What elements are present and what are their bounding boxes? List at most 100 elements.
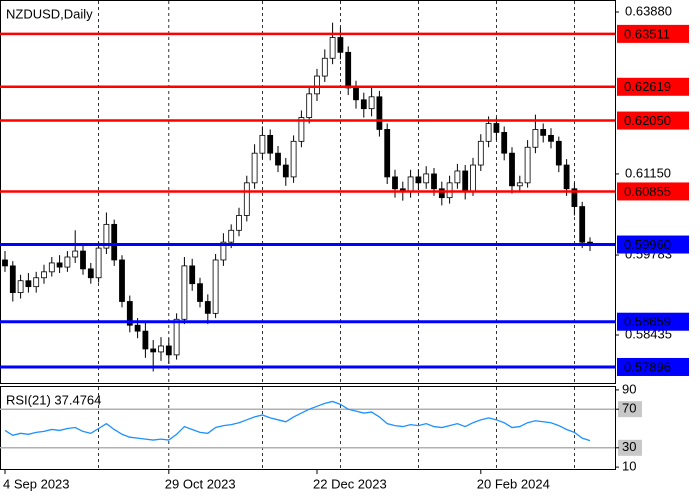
level-label: 0.60855 [624, 184, 671, 199]
candle-body [158, 345, 164, 353]
chart-title: NZDUSD,Daily [6, 6, 93, 21]
candle-body [431, 173, 437, 190]
level-label-box [617, 357, 689, 376]
candle-body [236, 215, 242, 231]
candle-body [48, 262, 55, 273]
candle-body [2, 259, 8, 267]
candle-body [9, 265, 16, 293]
candle-body [33, 277, 40, 288]
candle-body [290, 140, 297, 178]
candle-body [80, 250, 86, 270]
level-label-box [617, 77, 689, 96]
x-tick-label: 20 Feb 2024 [477, 476, 550, 491]
candle-body [368, 96, 375, 110]
candle-body [103, 223, 110, 249]
candle-body [41, 271, 47, 279]
level-label: 0.62050 [624, 113, 671, 128]
candle-body [485, 123, 492, 142]
candle-body [56, 262, 63, 268]
candle-body [275, 152, 281, 166]
candle-body [509, 152, 515, 187]
level-label-box [617, 111, 689, 130]
y-tick-label: 30 [622, 439, 636, 454]
candle-body [204, 301, 211, 314]
candle-body [267, 134, 274, 154]
candle-body [119, 259, 125, 302]
x-tick-label: 4 Sep 2023 [3, 476, 70, 491]
level-label: 0.62619 [624, 79, 671, 94]
level-label-box [617, 182, 689, 201]
candle-body [321, 57, 328, 77]
candle-body [306, 93, 313, 118]
candle-body [579, 206, 586, 243]
candle-body [548, 134, 554, 142]
candle-body [353, 87, 359, 101]
candle-body [516, 182, 523, 187]
candle-body [392, 176, 398, 190]
level-label-box [617, 312, 689, 331]
candle-body [384, 129, 391, 178]
candle-body [111, 223, 118, 261]
plot [0, 22, 615, 442]
y-tick-label: 0.61150 [625, 165, 671, 180]
level-label: 0.58659 [624, 314, 671, 329]
candle-body [298, 117, 305, 142]
candle-body [524, 146, 531, 184]
candle-body [376, 96, 383, 130]
candle-body [243, 182, 250, 216]
candle-body [72, 250, 79, 258]
candle-body [337, 37, 344, 53]
candle-body [501, 132, 508, 154]
candle-body [470, 164, 476, 193]
x-tick-label: 29 Oct 2023 [165, 476, 236, 491]
candle-body [165, 345, 172, 356]
candle-body [571, 188, 578, 207]
rsi-tick-box [618, 439, 642, 456]
candle-body [87, 268, 94, 279]
candle-body [314, 75, 320, 95]
level-label: 0.59960 [624, 237, 671, 252]
candle-body [493, 123, 500, 133]
candle-body [555, 140, 562, 166]
candle-body [345, 51, 352, 89]
candle-body [454, 170, 461, 184]
x-tick-label: 22 Dec 2023 [313, 476, 387, 491]
candle-body [477, 140, 484, 166]
candle-body [197, 283, 203, 302]
candle-body [407, 176, 414, 193]
candle-body [540, 129, 547, 136]
candle-body [142, 330, 149, 350]
y-tick-label: 10 [622, 459, 636, 474]
candle-body [150, 348, 157, 353]
candle-body [134, 324, 141, 332]
candle-body [220, 241, 227, 261]
level-label-box [617, 24, 689, 43]
level-label-box [617, 235, 689, 254]
candle-body [251, 152, 258, 184]
candle-body [25, 280, 32, 288]
candle-body [189, 265, 196, 285]
candle-body [126, 301, 133, 326]
level-label: 0.57896 [624, 359, 671, 374]
candle-body [17, 280, 24, 293]
y-tick-label: 0.63880 [625, 3, 672, 18]
candle-body [423, 173, 430, 184]
candle-body [360, 99, 367, 110]
candle-body [173, 318, 180, 356]
candle-body [212, 259, 219, 314]
candle-body [438, 188, 445, 199]
candle-body [532, 129, 539, 148]
candle-body [462, 170, 469, 193]
candle-body [181, 265, 188, 320]
candle-body [282, 164, 289, 178]
candle-body [228, 229, 235, 243]
rsi-panel [0, 386, 616, 470]
candle-body [95, 247, 102, 279]
grid [0, 1, 615, 469]
rsi-tick-box [618, 401, 642, 418]
y-tick-label: 90 [622, 381, 636, 396]
rsi-line [4, 400, 591, 442]
candle-body [563, 164, 570, 190]
level-label: 0.63511 [624, 26, 670, 41]
